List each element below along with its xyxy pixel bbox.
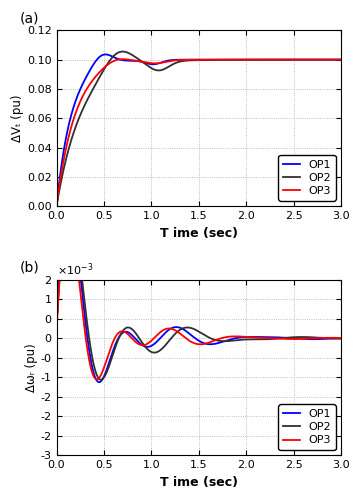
Text: (a): (a) xyxy=(19,11,39,25)
X-axis label: T ime (sec): T ime (sec) xyxy=(160,476,238,489)
Legend: OP1, OP2, OP3: OP1, OP2, OP3 xyxy=(278,404,335,450)
Text: $\times10^{-3}$: $\times10^{-3}$ xyxy=(57,262,93,278)
X-axis label: T ime (sec): T ime (sec) xyxy=(160,226,238,239)
Text: (b): (b) xyxy=(19,260,39,274)
Legend: OP1, OP2, OP3: OP1, OP2, OP3 xyxy=(278,155,335,200)
Y-axis label: Δωᵣ (pu): Δωᵣ (pu) xyxy=(25,343,38,392)
Y-axis label: ΔVₜ (pu): ΔVₜ (pu) xyxy=(11,94,24,142)
